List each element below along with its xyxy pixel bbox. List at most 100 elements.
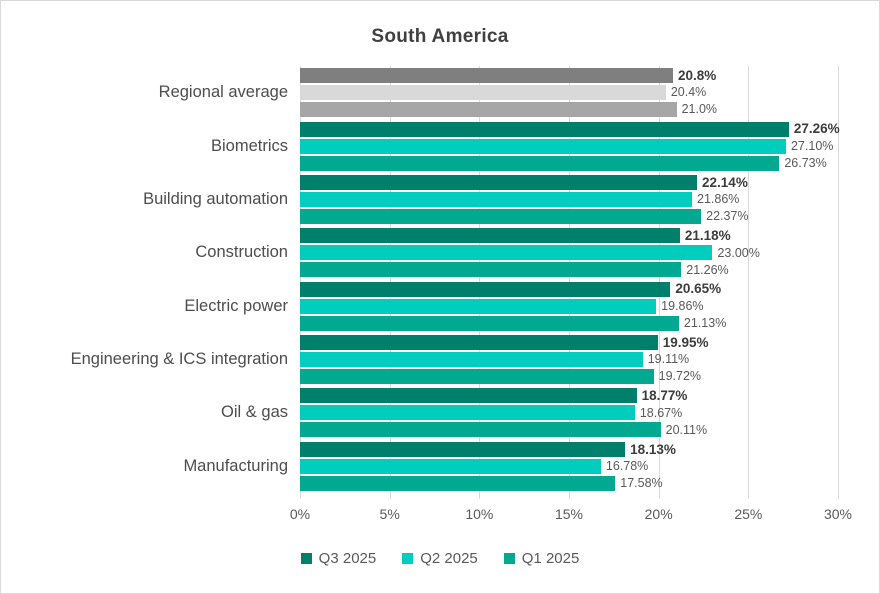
bar <box>300 208 702 224</box>
category-bars: 19.95% 19.11% 19.72% <box>300 333 838 386</box>
bar <box>300 245 713 261</box>
category-group: Building automation 22.14% 21.86% 22.37% <box>1 173 879 226</box>
bar-row: 17.58% <box>300 475 838 491</box>
bar <box>300 155 780 171</box>
category-bars: 22.14% 21.86% 22.37% <box>300 173 838 226</box>
legend-label: Q1 2025 <box>521 550 580 567</box>
category-label: Biometrics <box>210 136 288 155</box>
value-label: 19.72% <box>658 369 702 384</box>
gridline <box>748 66 750 499</box>
bar-row: 21.18% <box>300 228 838 244</box>
bar-row: 19.86% <box>300 298 838 314</box>
value-label: 21.26% <box>686 262 729 277</box>
bar <box>300 228 680 244</box>
category-group: Engineering & ICS integration 19.95% 19.11… <box>1 333 879 386</box>
bar <box>300 138 786 154</box>
x-axis-tick-label: 10% <box>465 506 494 522</box>
category-group: Manufacturing 18.13% 16.78% 17.58% <box>1 440 879 493</box>
legend-item-q1-2025: Q1 2025 <box>503 550 580 567</box>
legend-swatch-icon <box>402 553 414 564</box>
x-axis: 0% 5% 10% 15% 20% 25% 30% <box>290 506 852 526</box>
category-bars: 21.18% 23.00% 21.26% <box>300 226 838 279</box>
x-axis-tick-label: 25% <box>734 506 763 522</box>
category-group: Construction 21.18% 23.00% 21.26% <box>1 226 879 279</box>
bar-row: 18.67% <box>300 405 838 421</box>
bar <box>300 68 673 84</box>
category-group: Electric power 20.65% 19.86% 21.13% <box>1 280 879 333</box>
legend-swatch-icon <box>503 553 515 564</box>
bar-row: 21.13% <box>300 315 838 331</box>
bar <box>300 388 637 404</box>
chart-title: South America <box>371 26 509 47</box>
x-axis-tick-label: 30% <box>823 506 853 522</box>
value-label: 19.86% <box>661 298 704 313</box>
category-group: Oil & gas 18.77% 18.67% 20.11% <box>1 386 879 439</box>
bar-row: 18.77% <box>300 388 838 404</box>
value-label: 20.4% <box>670 85 707 100</box>
bar <box>300 262 682 278</box>
value-label: 21.18% <box>684 228 731 244</box>
legend-item-q3-2025: Q3 2025 <box>300 550 377 567</box>
category-label: Building automation <box>143 189 288 208</box>
value-label: 22.37% <box>706 209 749 224</box>
value-label: 27.26% <box>793 121 840 137</box>
value-label: 21.13% <box>683 315 727 330</box>
bar-row: 22.37% <box>300 208 838 224</box>
bar <box>300 352 643 368</box>
x-axis-tick-label: 20% <box>644 506 673 522</box>
bar-row: 20.65% <box>300 281 838 297</box>
bar-row: 19.72% <box>300 369 838 385</box>
bar-row: 21.26% <box>300 262 838 278</box>
bar <box>300 405 635 421</box>
bar-row: 18.13% <box>300 441 838 457</box>
bar <box>300 298 657 314</box>
bar-row: 26.73% <box>300 155 838 171</box>
bar-row: 19.11% <box>300 352 838 368</box>
gridline <box>838 66 839 499</box>
category-label: Regional average <box>158 83 288 102</box>
category-group: Biometrics 27.26% 27.10% 26.73% <box>1 119 879 172</box>
value-label: 22.14% <box>702 174 748 190</box>
value-label: 19.95% <box>662 334 709 350</box>
value-label: 17.58% <box>620 476 663 491</box>
value-label: 18.13% <box>630 441 676 457</box>
category-label: Oil & gas <box>221 403 288 422</box>
bar <box>300 174 698 190</box>
value-label: 27.10% <box>790 138 834 153</box>
value-label: 23.00% <box>717 245 760 260</box>
bar-row: 20.4% <box>300 85 838 101</box>
value-label: 20.65% <box>675 281 722 297</box>
category-group: Regional average 20.8% 20.4% 21.0% <box>1 66 879 119</box>
bar <box>300 121 789 137</box>
bar-row: 20.11% <box>300 422 838 438</box>
category-bars: 20.65% 19.86% 21.13% <box>300 280 838 333</box>
value-label: 26.73% <box>784 155 827 170</box>
bar <box>300 102 677 118</box>
value-label: 21.86% <box>697 192 740 207</box>
bar <box>300 315 679 331</box>
bar <box>300 85 666 101</box>
category-rows: Regional average 20.8% 20.4% 21.0% Biometric… <box>1 66 879 493</box>
value-label: 21.0% <box>681 102 718 117</box>
legend-label: Q3 2025 <box>318 550 377 567</box>
category-label: Manufacturing <box>183 456 288 475</box>
x-axis-tick-label: 0% <box>289 506 311 522</box>
bar <box>300 335 658 351</box>
category-bars: 27.26% 27.10% 26.73% <box>300 119 840 172</box>
category-label: Construction <box>195 243 288 262</box>
bar-row: 23.00% <box>300 245 838 261</box>
bar-row: 19.95% <box>300 334 838 351</box>
bar <box>300 369 654 385</box>
legend: Q3 2025 Q2 2025 Q1 2025 <box>1 550 879 567</box>
bar-row: 22.14% <box>300 174 838 190</box>
bar <box>300 458 601 474</box>
bar-row: 20.8% <box>300 68 838 84</box>
x-axis-tick-label: 5% <box>379 506 400 522</box>
bar <box>300 191 693 207</box>
bar <box>300 281 671 297</box>
legend-label: Q2 2025 <box>420 550 478 567</box>
value-label: 18.77% <box>641 388 688 404</box>
bar-row: 16.78% <box>300 458 838 474</box>
category-label: Engineering & ICS integration <box>70 350 288 369</box>
